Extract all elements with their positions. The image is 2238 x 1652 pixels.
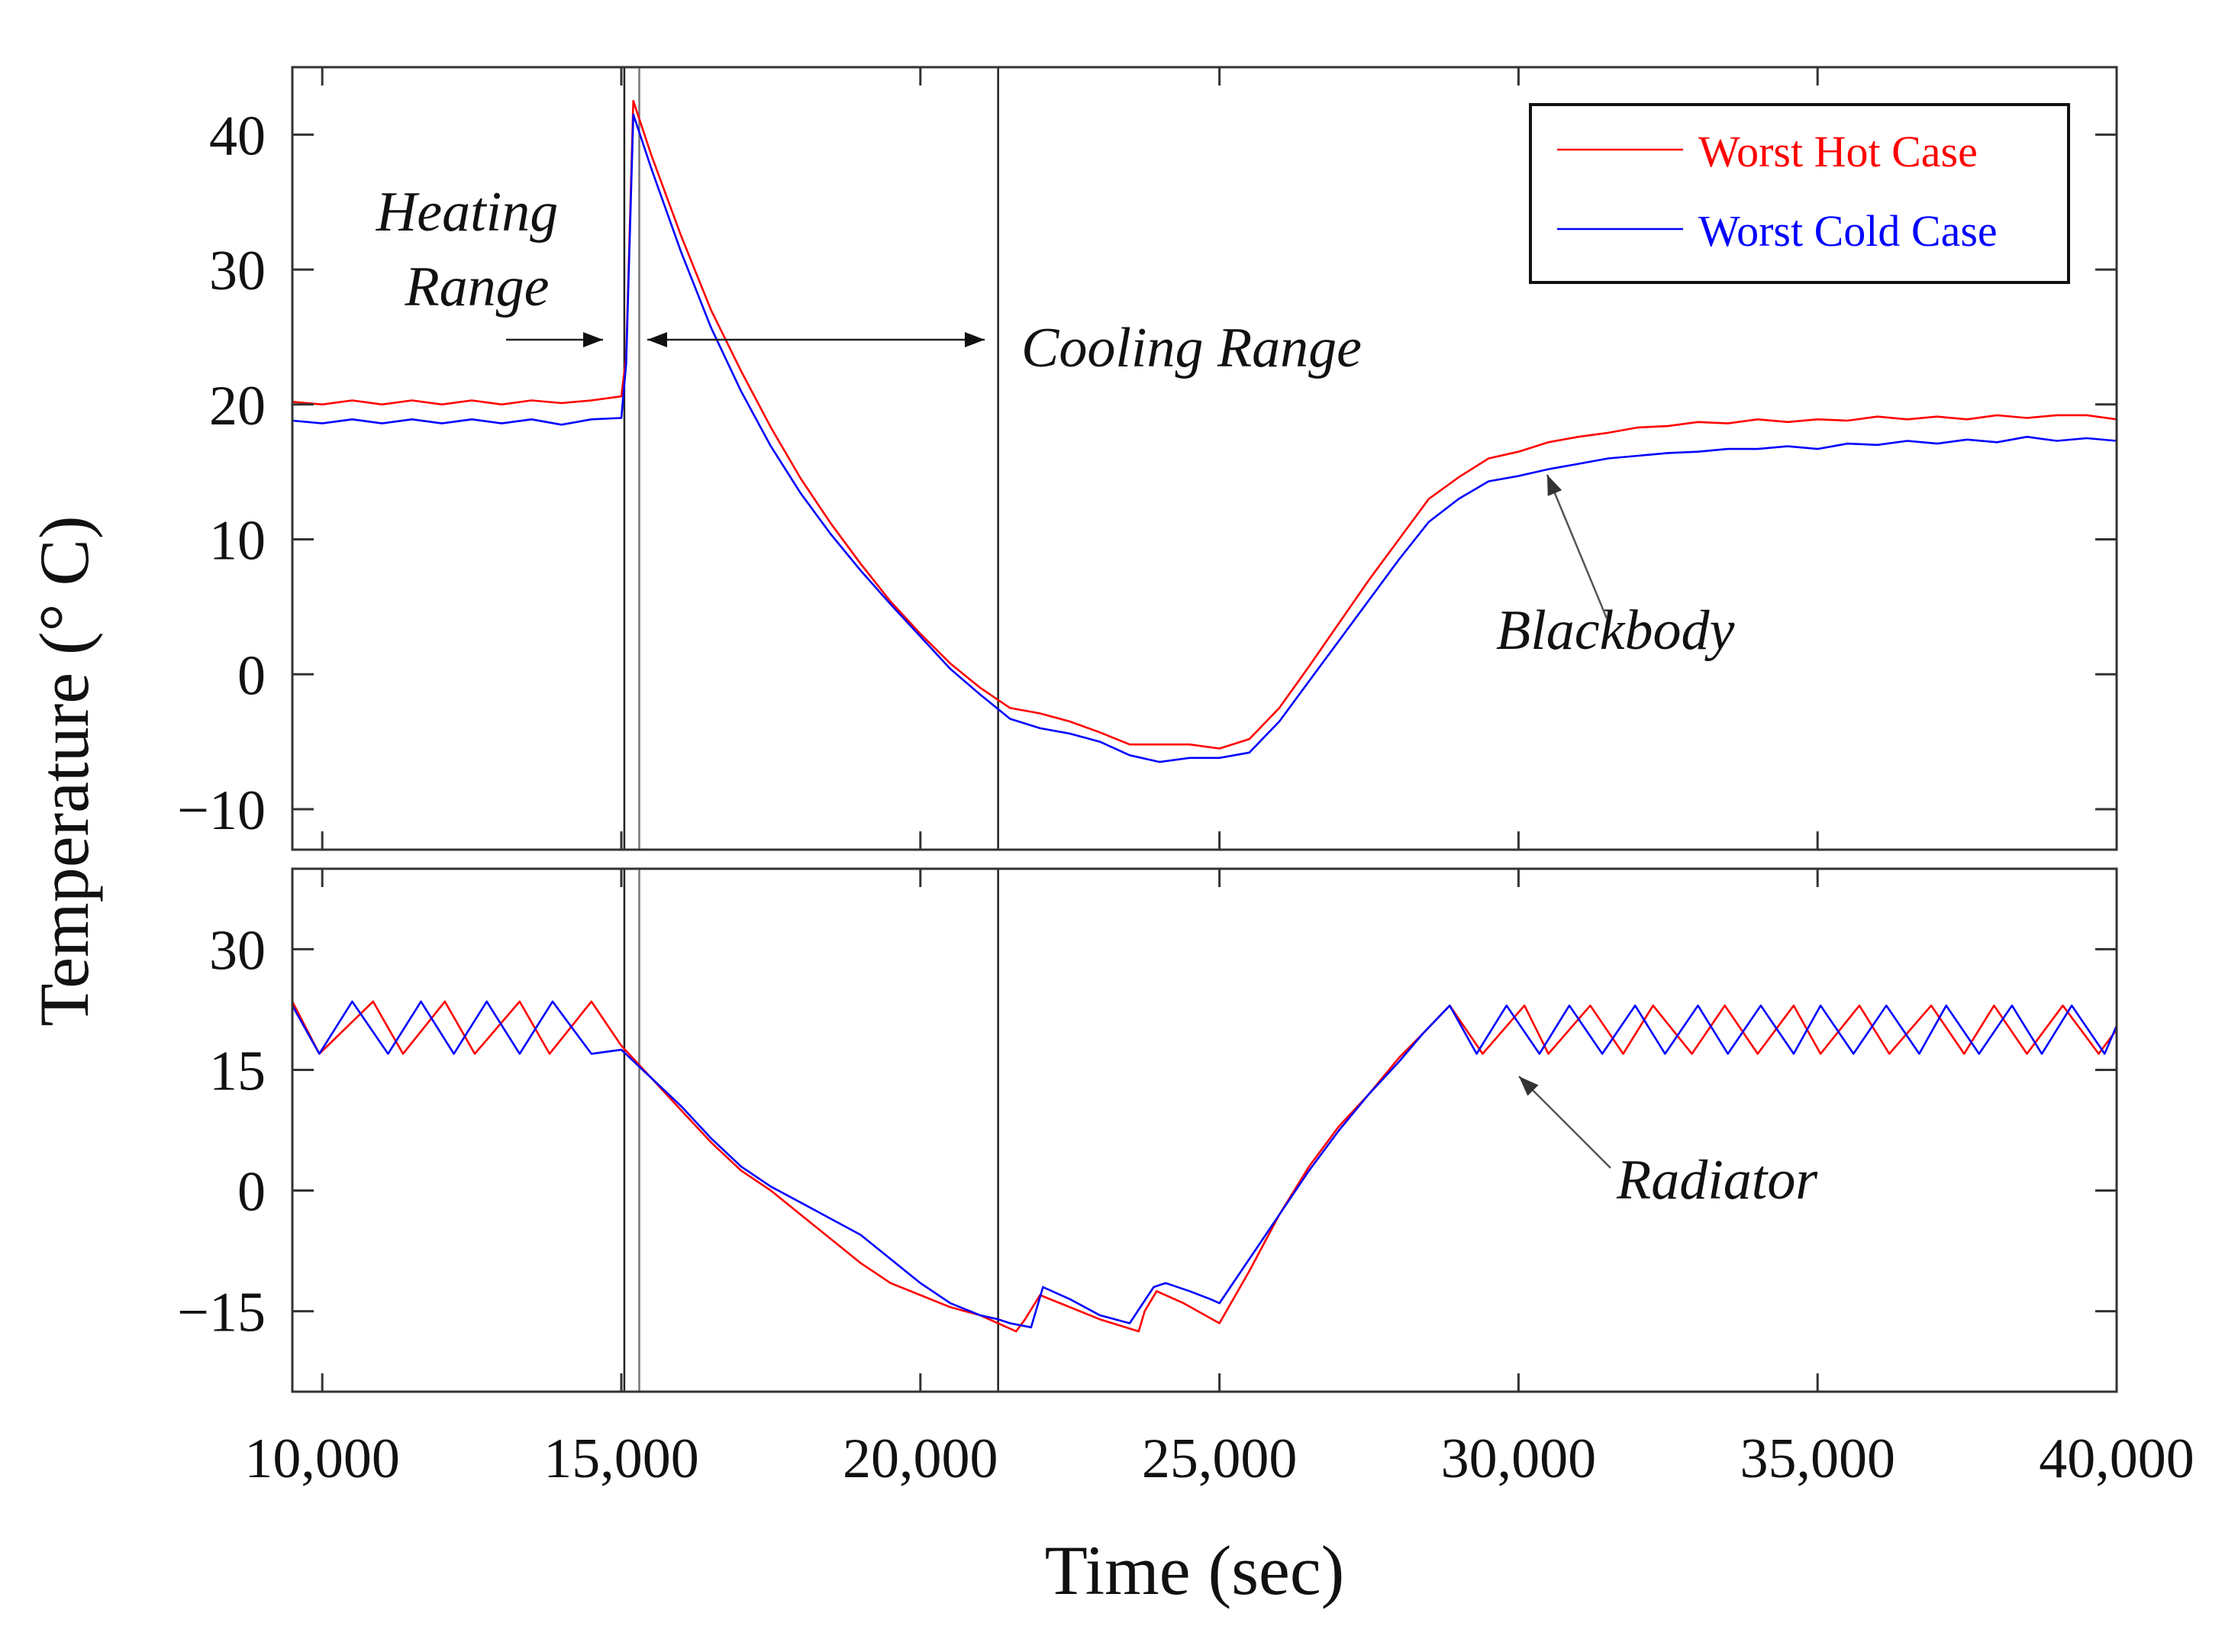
y-tick-label: 30 xyxy=(209,919,266,982)
y-tick-label: 10 xyxy=(209,510,266,573)
annotation-label: Blackbody xyxy=(1496,599,1734,662)
annotation-label: Radiator xyxy=(1616,1149,1818,1212)
y-tick-label: 20 xyxy=(209,375,266,437)
y-tick-label: −15 xyxy=(177,1282,266,1344)
panel-frame xyxy=(291,66,2118,851)
series-line-worst-cold-case xyxy=(292,113,2117,763)
y-tick-label: −10 xyxy=(177,779,266,842)
annotation-label: Cooling Range xyxy=(1021,317,1362,379)
series-line-worst-hot-case xyxy=(292,1000,2117,1333)
annotation-arrow xyxy=(1546,474,1608,619)
legend-box xyxy=(1529,103,2070,284)
series-line-worst-cold-case xyxy=(292,1000,2117,1328)
x-tick-label: 30,000 xyxy=(1441,1428,1597,1490)
annotation-arrow xyxy=(1518,1076,1611,1169)
annotation-label: Range xyxy=(404,256,549,318)
x-tick-label: 40,000 xyxy=(2039,1428,2194,1490)
y-tick-label: 0 xyxy=(237,644,266,707)
y-axis-title: Temperature (° C) xyxy=(25,516,103,1027)
annotation-arrows xyxy=(506,332,1611,1169)
y-tick-label: 15 xyxy=(209,1040,266,1102)
x-tick-label: 25,000 xyxy=(1142,1428,1298,1490)
legend-label-worst-cold: Worst Cold Case xyxy=(1698,206,1998,256)
panel-frame xyxy=(291,867,2118,1393)
x-axis-title: Time (sec) xyxy=(1045,1531,1345,1609)
arrow-head xyxy=(1519,1076,1539,1096)
panel-radiator: −15 0 15 30 10,000 15,000 20,000 25,000 30,000 35… xyxy=(177,867,2194,1490)
x-tick-label: 10,000 xyxy=(244,1428,400,1490)
chart-panels: −10 0 10 20 30 40 Heating Range Cooling Range Bla… xyxy=(177,66,2194,1490)
x-tick-label: 35,000 xyxy=(1740,1428,1895,1490)
x-tick-label: 20,000 xyxy=(843,1428,998,1490)
arrow-head xyxy=(647,332,667,347)
legend: Worst Hot Case Worst Cold Case xyxy=(1529,103,2070,284)
x-tick-label: 15,000 xyxy=(543,1428,699,1490)
arrow-head xyxy=(583,332,603,347)
y-tick-label: 0 xyxy=(237,1161,266,1224)
arrow-head xyxy=(1547,475,1562,496)
series-line-worst-hot-case xyxy=(292,99,2117,750)
annotation-label: Heating xyxy=(376,181,558,244)
y-tick-label: 30 xyxy=(209,240,266,302)
arrow-head xyxy=(965,332,985,347)
y-tick-label: 40 xyxy=(209,105,266,167)
panel-blackbody: −10 0 10 20 30 40 Heating Range Cooling Range Bla… xyxy=(177,66,2118,851)
legend-label-worst-hot: Worst Hot Case xyxy=(1698,127,1978,176)
